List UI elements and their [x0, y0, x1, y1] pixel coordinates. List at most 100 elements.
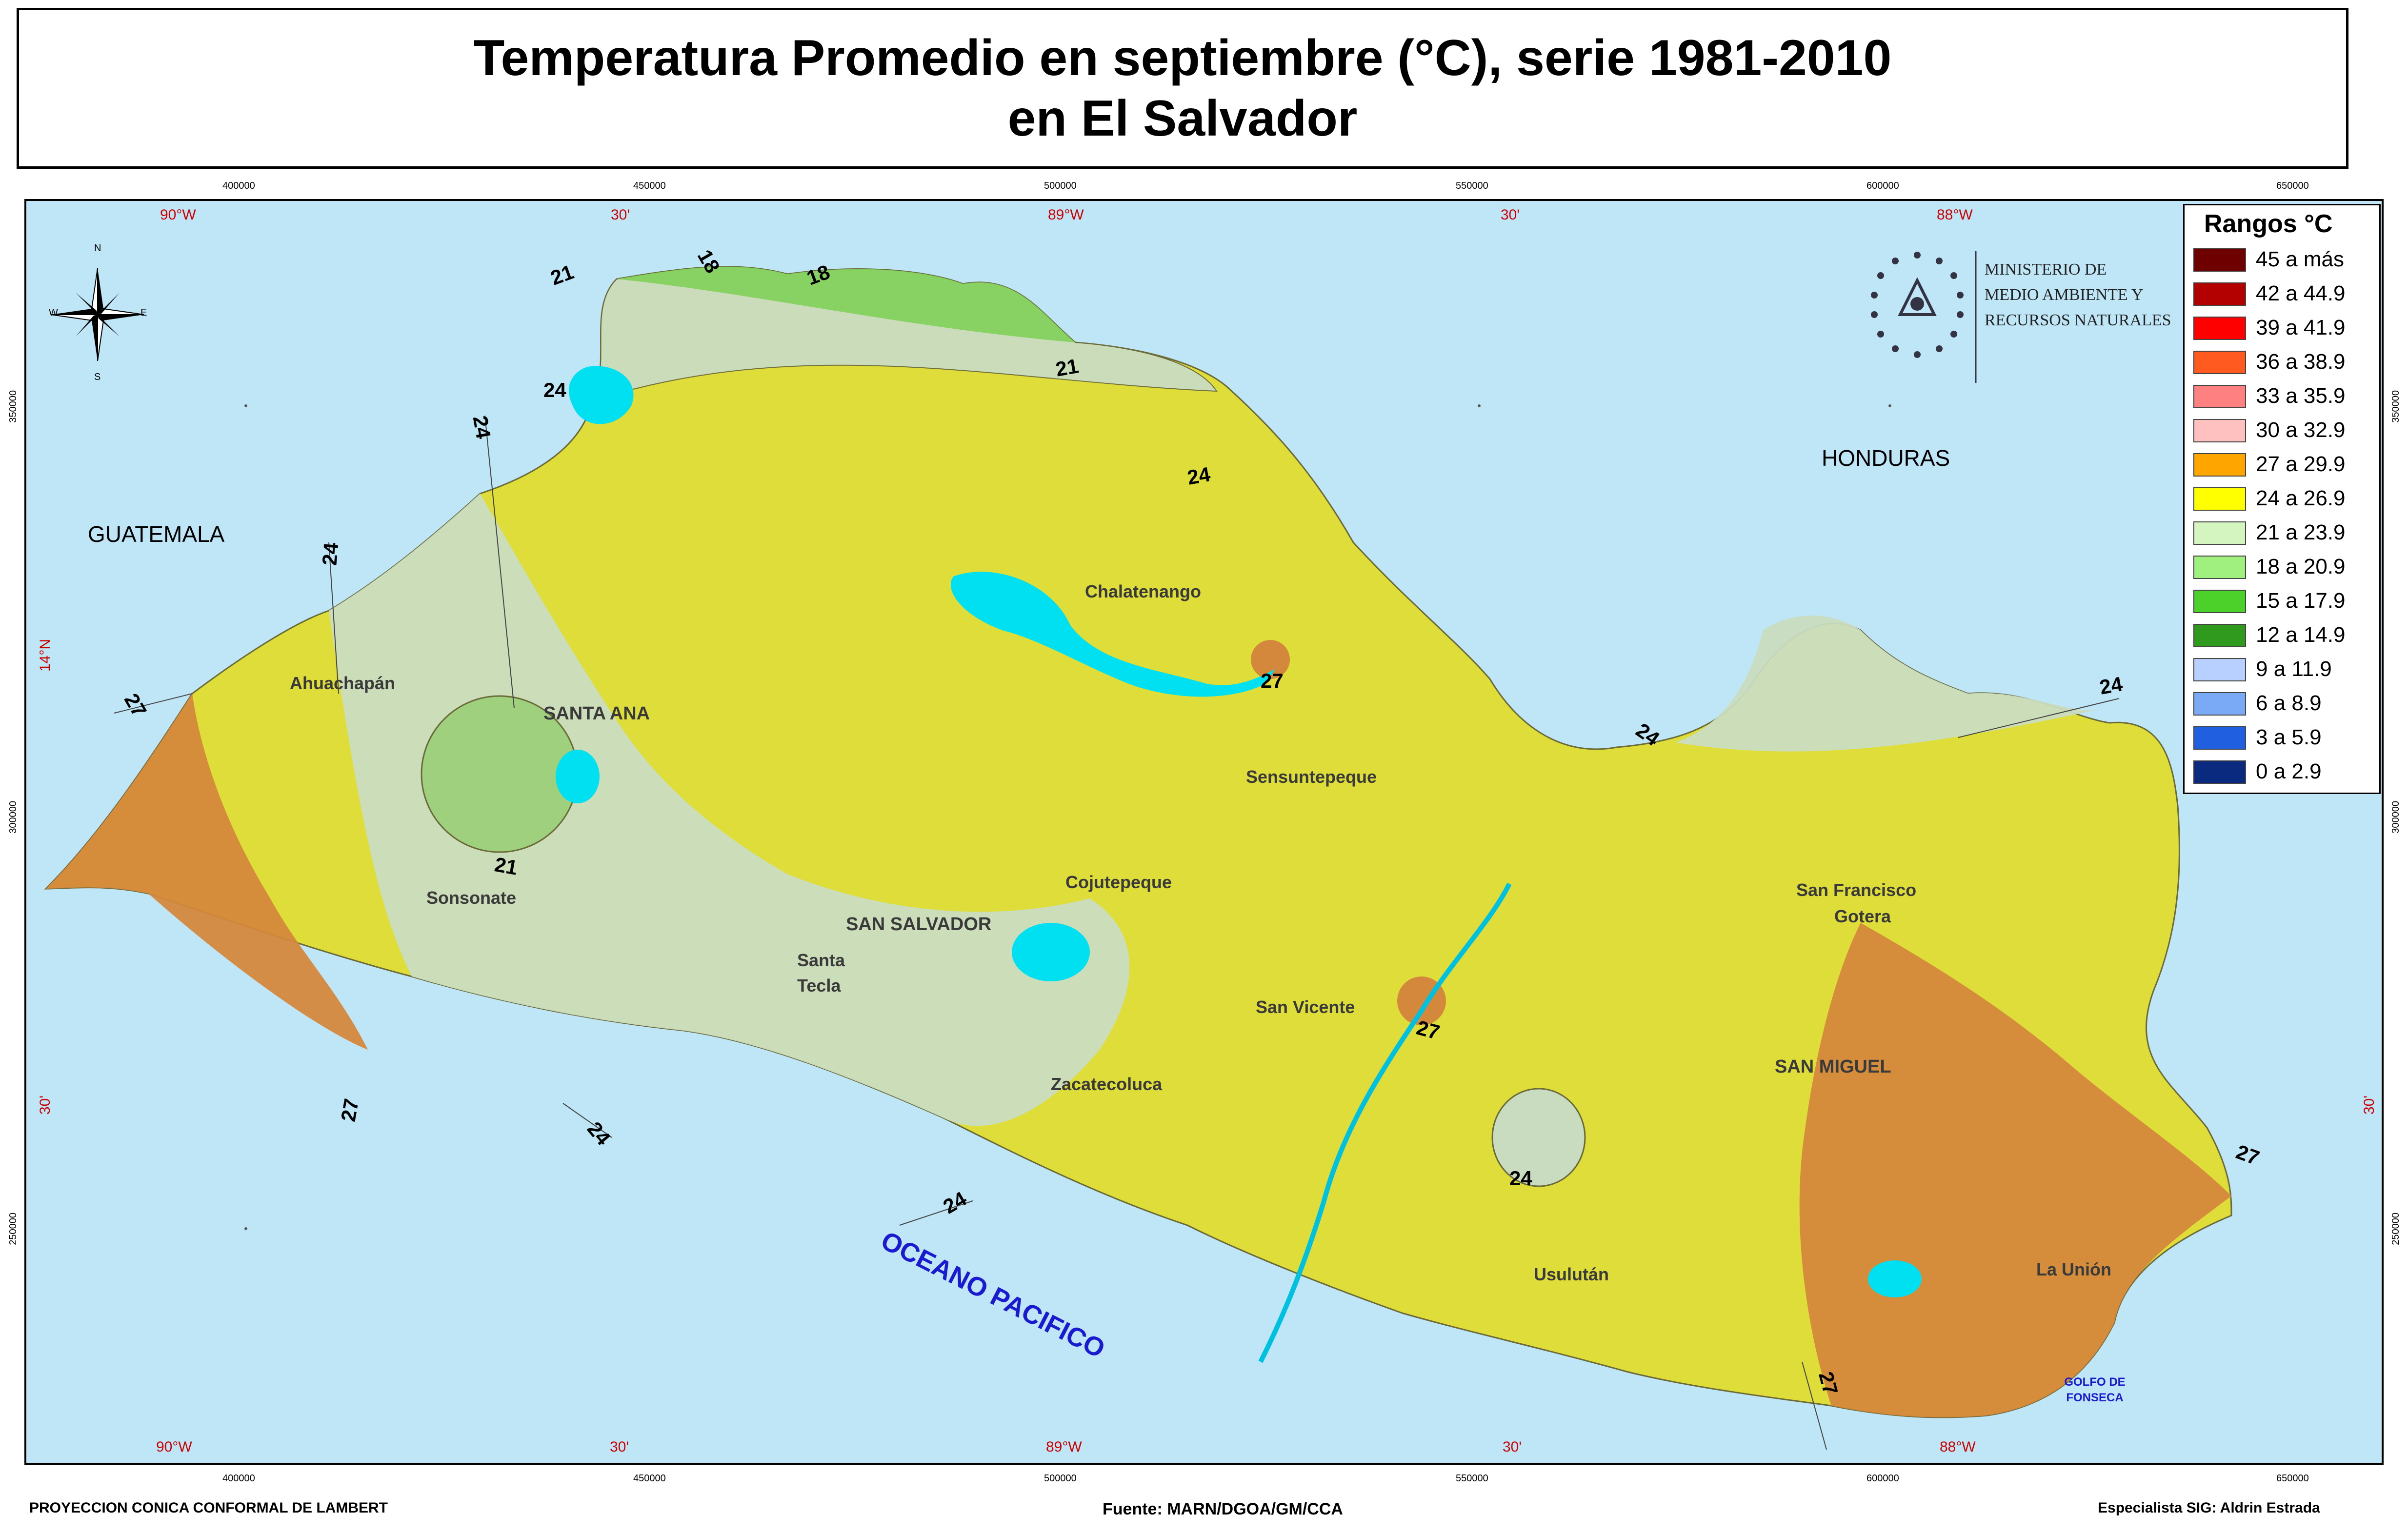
- ministry-line3: RECURSOS NATURALES: [1985, 311, 2171, 329]
- top-graticule-88w: 88°W: [1937, 207, 1973, 223]
- bottom-easting-600000: 600000: [1866, 1473, 1899, 1484]
- legend-item: 36 a 38.9: [2193, 347, 2379, 378]
- legend-label: 27 a 29.9: [2256, 452, 2346, 476]
- top-easting-400000: 400000: [222, 180, 255, 191]
- right-northing-350000: 350000: [2390, 390, 2401, 423]
- territory-21-northeast: [1675, 616, 2105, 752]
- compass-e: E: [140, 307, 147, 318]
- legend-swatch: [2193, 351, 2246, 374]
- legend-label: 6 a 8.9: [2256, 691, 2322, 715]
- legend-swatch: [2193, 726, 2246, 750]
- place-santa-tecla-1: Santa: [797, 950, 845, 970]
- territory-27-west: [46, 694, 368, 1050]
- legend-item: 42 a 44.9: [2193, 279, 2379, 310]
- legend-item: 24 a 26.9: [2193, 483, 2379, 515]
- legend-label: 12 a 14.9: [2256, 623, 2346, 647]
- territory-18-north: [617, 266, 1075, 342]
- lempa-river: [1258, 882, 1512, 1363]
- legend-label: 36 a 38.9: [2256, 350, 2346, 374]
- cerron-grande-reservoir: [950, 572, 1275, 697]
- isoline-label-west-24b: 24: [318, 541, 343, 567]
- legend-title: Rangos °C: [2204, 210, 2333, 238]
- place-zacatecoluca: Zacatecoluca: [1051, 1074, 1163, 1094]
- top-easting-600000: 600000: [1866, 180, 1899, 191]
- legend: Rangos °C 45 a más 42 a 44.9 39 a 41.9 36 a…: [2183, 204, 2381, 794]
- compass-s: S: [94, 372, 101, 382]
- isoline-label-west-24a: 24: [468, 414, 496, 440]
- place-la-union: La Unión: [2036, 1259, 2111, 1279]
- legend-swatch: [2193, 487, 2246, 511]
- legend-label: 30 a 32.9: [2256, 418, 2346, 442]
- legend-label: 39 a 41.9: [2256, 316, 2346, 339]
- gulf-label: GOLFO DE FONSECA: [2046, 1375, 2144, 1406]
- legend-item: 39 a 41.9: [2193, 313, 2379, 344]
- footer-projection: PROYECCION CONICA CONFORMAL DE LAMBERT: [29, 1500, 388, 1516]
- legend-label: 18 a 20.9: [2256, 555, 2346, 578]
- place-santa-tecla-2: Tecla: [797, 976, 841, 996]
- legend-item: 45 a más: [2193, 244, 2379, 276]
- legend-swatch: [2193, 590, 2246, 613]
- bottom-easting-450000: 450000: [633, 1473, 666, 1484]
- right-latitude-30: 30': [2361, 1096, 2377, 1115]
- left-latitude-14n: 14°N: [37, 639, 53, 672]
- compass-w: W: [49, 307, 58, 318]
- gulf-label-line2: FONSECA: [2066, 1391, 2124, 1404]
- footer-specialist: Especialista SIG: Aldrin Estrada: [2098, 1500, 2320, 1516]
- legend-swatch: [2193, 624, 2246, 647]
- legend-swatch: [2193, 317, 2246, 340]
- legend-label: 3 a 5.9: [2256, 725, 2322, 749]
- title-box: Temperatura Promedio en septiembre (°C),…: [17, 8, 2348, 169]
- legend-item: 27 a 29.9: [2193, 449, 2379, 480]
- isoline-label-north-21b: 21: [1054, 354, 1081, 381]
- legend-item: 18 a 20.9: [2193, 552, 2379, 583]
- legend-label: 24 a 26.9: [2256, 486, 2346, 510]
- bottom-easting-650000: 650000: [2276, 1473, 2309, 1484]
- place-cojutepeque: Cojutepeque: [1065, 872, 1172, 892]
- gulf-label-line1: GOLFO DE: [2064, 1375, 2126, 1389]
- isoline-label-cerron-27: 27: [1261, 669, 1284, 692]
- ministry-line2: MEDIO AMBIENTE Y: [1985, 286, 2144, 304]
- isoline-label-usulutan-24: 24: [1509, 1167, 1532, 1190]
- top-graticule-30a: 30': [611, 207, 630, 223]
- legend-item: 12 a 14.9: [2193, 620, 2379, 651]
- territory-21-west: [329, 494, 1130, 1126]
- isoline-label-southwest-27: 27: [336, 1096, 363, 1123]
- left-northing-250000: 250000: [8, 1213, 19, 1245]
- top-easting-450000: 450000: [633, 180, 666, 191]
- isoline-label-north-24: 24: [1185, 462, 1212, 489]
- laguna-olomega: [1868, 1260, 1922, 1297]
- legend-swatch: [2193, 658, 2246, 681]
- legend-item: 3 a 5.9: [2193, 722, 2379, 754]
- ministry-line1: MINISTERIO DE: [1985, 260, 2107, 279]
- legend-item: 9 a 11.9: [2193, 654, 2379, 685]
- bottom-easting-500000: 500000: [1044, 1473, 1077, 1484]
- ministry-seal-icon: [1871, 251, 1977, 383]
- legend-swatch: [2193, 248, 2246, 272]
- el-salvador-map: [44, 266, 2232, 1450]
- map-title-line2: en El Salvador: [1007, 90, 1358, 147]
- place-sensuntepeque: Sensuntepeque: [1246, 767, 1377, 787]
- isoline-label-santa-ana-21: 21: [493, 853, 520, 879]
- legend-label: 0 a 2.9: [2256, 759, 2322, 783]
- lake-coatepeque: [556, 750, 600, 803]
- legend-label: 15 a 17.9: [2256, 589, 2346, 613]
- place-san-vicente: San Vicente: [1256, 997, 1355, 1017]
- legend-label: 45 a más: [2256, 247, 2344, 271]
- place-san-francisco-gotera-1: San Francisco: [1796, 880, 1917, 900]
- isoline-label-northeast-24b: 24: [2098, 672, 2125, 699]
- legend-swatch: [2193, 556, 2246, 579]
- ministry-logo: MINISTERIO DE MEDIO AMBIENTE Y RECURSOS …: [1854, 246, 2176, 388]
- legend-swatch: [2193, 521, 2246, 545]
- legend-swatch: [2193, 419, 2246, 442]
- place-chalatenango: Chalatenango: [1085, 581, 1202, 601]
- legend-label: 21 a 23.9: [2256, 520, 2346, 544]
- legend-item: 6 a 8.9: [2193, 688, 2379, 719]
- place-san-francisco-gotera-2: Gotera: [1834, 906, 1891, 926]
- legend-swatch: [2193, 453, 2246, 477]
- bottom-graticule-89w: 89°W: [1046, 1439, 1082, 1455]
- legend-label: 9 a 11.9: [2256, 657, 2332, 681]
- top-easting-650000: 650000: [2276, 180, 2309, 191]
- legend-item: 15 a 17.9: [2193, 586, 2379, 617]
- place-sonsonate: Sonsonate: [426, 888, 517, 908]
- place-usulutan: Usulután: [1534, 1264, 1609, 1284]
